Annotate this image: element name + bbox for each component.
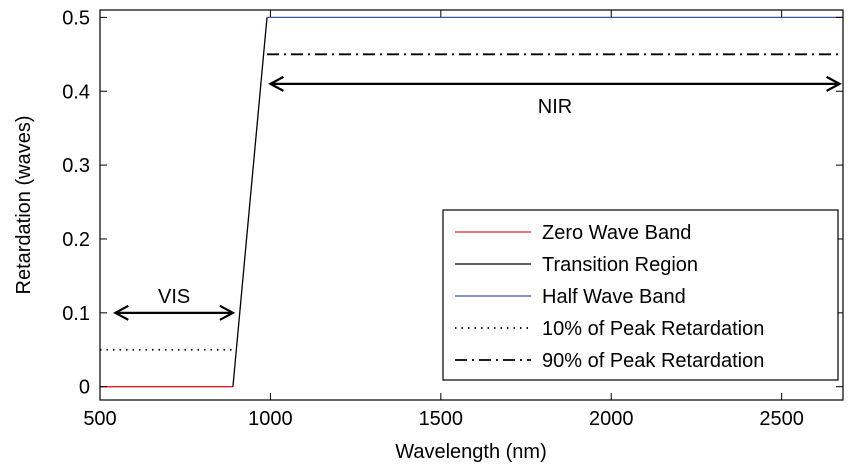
legend-entry-10-of-peak-retardation: 10% of Peak Retardation [542, 318, 764, 340]
annotation-arrowhead-right [826, 75, 842, 92]
y-axis-title: Retardation (waves) [13, 116, 35, 295]
x-axis-title: Wavelength (nm) [395, 441, 547, 463]
y-tick-label: 0.2 [62, 229, 90, 251]
annotation-label: VIS [158, 286, 190, 308]
axes-layer: 500 1000 1500 2000 2500 0 0.1 0.2 0.3 0.4 0.5 [62, 7, 844, 430]
legend-entry-zero-wave-band: Zero Wave Band [542, 222, 691, 244]
series-layer [100, 16, 843, 388]
x-tick-label: 1500 [419, 408, 464, 430]
annotation-vis: VIS [113, 286, 236, 321]
x-tick-label: 1000 [248, 408, 293, 430]
y-tick-label: 0.5 [62, 7, 90, 29]
annotation-arrowhead-right [219, 304, 236, 321]
legend-entry-half-wave-band: Half Wave Band [542, 286, 686, 308]
annotation-layer: VIS NIR [113, 75, 842, 321]
y-tick-label: 0 [79, 377, 90, 399]
series-line-transition-region [232, 17, 268, 387]
legend-entry-90-of-peak-retardation: 90% of Peak Retardation [542, 350, 764, 372]
legend-box [442, 209, 839, 381]
x-tick-label: 2000 [589, 408, 634, 430]
legend-entry-transition-region: Transition Region [542, 254, 698, 276]
x-tick-label: 500 [83, 408, 116, 430]
x-tick-label: 2500 [759, 408, 804, 430]
annotation-label: NIR [538, 96, 572, 118]
annotation-arrowhead-left [113, 304, 129, 321]
y-tick-label: 0.4 [62, 81, 90, 103]
plot-frame [99, 9, 844, 401]
annotation-arrowhead-left [268, 75, 284, 92]
y-tick-label: 0.3 [62, 155, 90, 177]
legend: Zero Wave Band Transition Region Half Wave… [442, 209, 839, 381]
annotation-nir: NIR [268, 75, 842, 118]
y-tick-label: 0.1 [62, 303, 90, 325]
